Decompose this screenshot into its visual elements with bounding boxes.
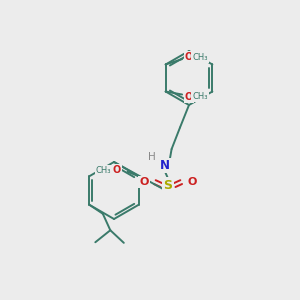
Text: H: H <box>148 152 155 162</box>
Text: O: O <box>187 177 197 187</box>
Text: CH₃: CH₃ <box>96 166 111 175</box>
Text: O: O <box>184 92 193 102</box>
Text: O: O <box>184 52 193 62</box>
Text: CH₃: CH₃ <box>192 92 208 101</box>
Text: O: O <box>139 177 149 187</box>
Text: O: O <box>113 165 121 175</box>
Text: S: S <box>164 178 172 192</box>
Text: CH₃: CH₃ <box>192 53 208 62</box>
Text: N: N <box>160 159 170 172</box>
